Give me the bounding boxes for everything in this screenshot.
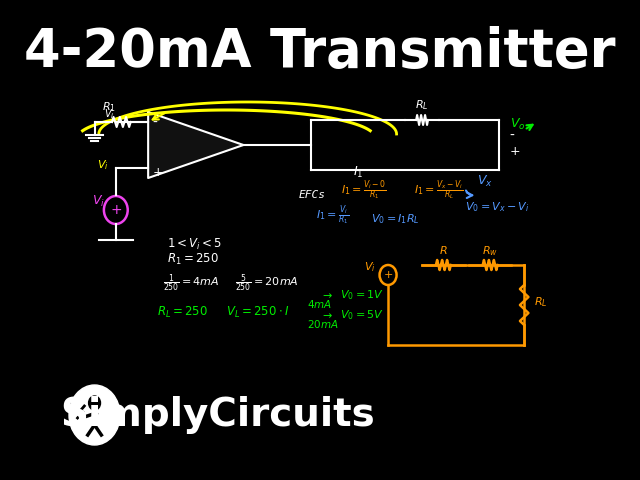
Text: 4-20mA Transmitter: 4-20mA Transmitter: [24, 26, 616, 78]
Text: $I_1=\frac{V_x-V_i}{R_L}$: $I_1=\frac{V_x-V_i}{R_L}$: [413, 178, 463, 202]
Text: $V_o$: $V_o$: [509, 117, 525, 132]
Text: $\to$: $\to$: [320, 290, 333, 300]
Text: SimplyCircuits: SimplyCircuits: [61, 396, 375, 434]
Text: $20mA$: $20mA$: [307, 318, 339, 330]
Text: -: -: [509, 129, 515, 143]
Text: $V_x$: $V_x$: [477, 174, 493, 189]
Text: +: +: [509, 145, 520, 158]
Text: $R_L$: $R_L$: [534, 295, 548, 309]
Text: $\to$: $\to$: [320, 310, 333, 320]
Text: +: +: [383, 270, 393, 280]
Text: $V_i$: $V_i$: [92, 194, 105, 209]
Circle shape: [69, 385, 120, 445]
Text: $R_w$: $R_w$: [482, 244, 498, 258]
Text: $I_1=\frac{V_i-0}{R_1}$: $I_1=\frac{V_i-0}{R_1}$: [341, 178, 387, 202]
Text: $R_1=250$: $R_1=250$: [167, 252, 219, 267]
Text: $V_i$: $V_i$: [104, 107, 115, 121]
Text: +: +: [110, 203, 122, 217]
Text: $R_1$: $R_1$: [102, 100, 116, 114]
Circle shape: [88, 396, 100, 410]
Text: $1<V_i<5$: $1<V_i<5$: [167, 237, 222, 252]
Text: $V_0=I_1 R_L$: $V_0=I_1 R_L$: [371, 212, 420, 226]
Text: $V_i$: $V_i$: [364, 260, 376, 274]
Text: -: -: [152, 116, 157, 130]
Text: $V_0=1V$: $V_0=1V$: [340, 288, 384, 302]
Text: $V_0=5V$: $V_0=5V$: [340, 308, 384, 322]
Text: $\frac{1}{250}=4mA$: $\frac{1}{250}=4mA$: [163, 272, 220, 294]
Text: EFCs: EFCs: [299, 190, 326, 200]
Text: $V_0=V_x-V_i$: $V_0=V_x-V_i$: [465, 200, 529, 214]
Text: $V_i$: $V_i$: [97, 158, 109, 172]
Polygon shape: [148, 112, 243, 178]
Text: $R_L$: $R_L$: [415, 98, 429, 112]
Text: $4mA$: $4mA$: [307, 298, 332, 310]
Text: $I_1=\frac{V_i}{R_1}$: $I_1=\frac{V_i}{R_1}$: [316, 203, 349, 227]
Text: $R$: $R$: [439, 244, 448, 256]
Text: $V_L=250\cdot I$: $V_L=250\cdot I$: [227, 305, 290, 320]
Text: +: +: [152, 166, 163, 179]
Text: $\frac{5}{250}=20mA$: $\frac{5}{250}=20mA$: [235, 272, 299, 294]
Text: $I_1$: $I_1$: [353, 165, 364, 180]
Text: $R_L=250$: $R_L=250$: [157, 305, 208, 320]
